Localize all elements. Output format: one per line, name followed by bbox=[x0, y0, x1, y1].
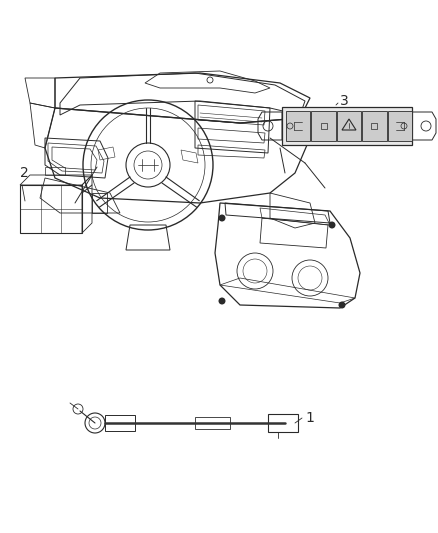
Bar bbox=[321, 123, 327, 129]
Text: 2: 2 bbox=[20, 166, 29, 180]
FancyBboxPatch shape bbox=[311, 111, 336, 141]
Circle shape bbox=[328, 222, 336, 229]
Circle shape bbox=[219, 297, 226, 304]
Bar bbox=[371, 123, 378, 129]
FancyBboxPatch shape bbox=[286, 111, 311, 141]
Circle shape bbox=[339, 302, 346, 309]
FancyBboxPatch shape bbox=[388, 111, 412, 141]
Text: 3: 3 bbox=[340, 94, 349, 108]
Text: 1: 1 bbox=[305, 411, 314, 425]
Polygon shape bbox=[282, 107, 412, 145]
FancyBboxPatch shape bbox=[337, 111, 361, 141]
Circle shape bbox=[219, 214, 226, 222]
FancyBboxPatch shape bbox=[362, 111, 387, 141]
